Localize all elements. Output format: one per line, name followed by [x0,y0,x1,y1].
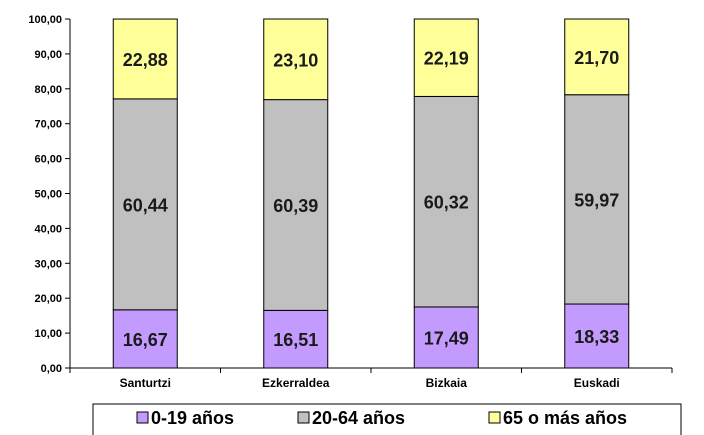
bar-segment [263,309,329,369]
y-tick-label: 100,00 [28,14,62,26]
x-axis: Santurtzi Ezkerraldea Bizkaia Euskadi [69,367,673,390]
y-tick-label: 60,00 [34,154,62,166]
data-label: 60,44 [123,195,168,215]
data-label: 60,39 [273,196,318,216]
bar-segment [263,18,329,101]
data-label: 22,19 [424,49,469,69]
y-tick-label: 80,00 [34,84,62,96]
bar-segment [564,18,630,96]
data-label: 16,67 [123,330,168,350]
bar-segment [263,99,329,311]
y-tick-label: 20,00 [34,293,62,305]
data-label: 21,70 [574,48,619,68]
bar-segment [413,18,479,97]
legend: 0-19 años 20-64 años 65 o más años [92,403,682,435]
legend-entry: 20-64 años [312,408,405,428]
y-tick-label: 30,00 [34,258,62,270]
data-label: 18,33 [574,327,619,347]
data-label: 17,49 [424,328,469,348]
x-tick-label: Bizkaia [426,376,468,390]
legend-entry: 65 o más años [503,408,627,428]
bar-segment [413,95,479,308]
y-tick-label: 10,00 [34,328,62,340]
legend-swatch [297,411,310,424]
y-tick-label: 50,00 [34,189,62,201]
data-label: 60,32 [424,193,469,213]
bar-segment [564,303,630,369]
x-tick-label: Euskadi [574,376,620,390]
bar-segment [112,18,178,100]
data-label: 59,97 [574,190,619,210]
y-tick-label: 40,00 [34,223,62,235]
y-axis: 0,00 10,00 20,00 30,00 40,00 50,00 60,00 70,00 8… [28,14,71,375]
data-label: 23,10 [273,50,318,70]
legend-entry: 0-19 años [151,408,234,428]
data-label: 16,51 [273,330,318,350]
y-tick-label: 70,00 [34,119,62,131]
x-tick-label: Santurtzi [120,376,171,390]
legend-box [92,403,682,435]
bar-segment [413,306,479,369]
bars: 16,67 60,44 22,88 16,51 60,39 23,10 17,49 60,32… [112,18,630,369]
x-tick-label: Ezkerraldea [262,376,330,390]
legend-swatch [136,411,149,424]
y-tick-label: 0,00 [41,363,62,375]
data-label: 22,88 [123,50,168,70]
y-tick-label: 90,00 [34,49,62,61]
legend-swatch [488,411,501,424]
bar-segment [564,94,630,305]
